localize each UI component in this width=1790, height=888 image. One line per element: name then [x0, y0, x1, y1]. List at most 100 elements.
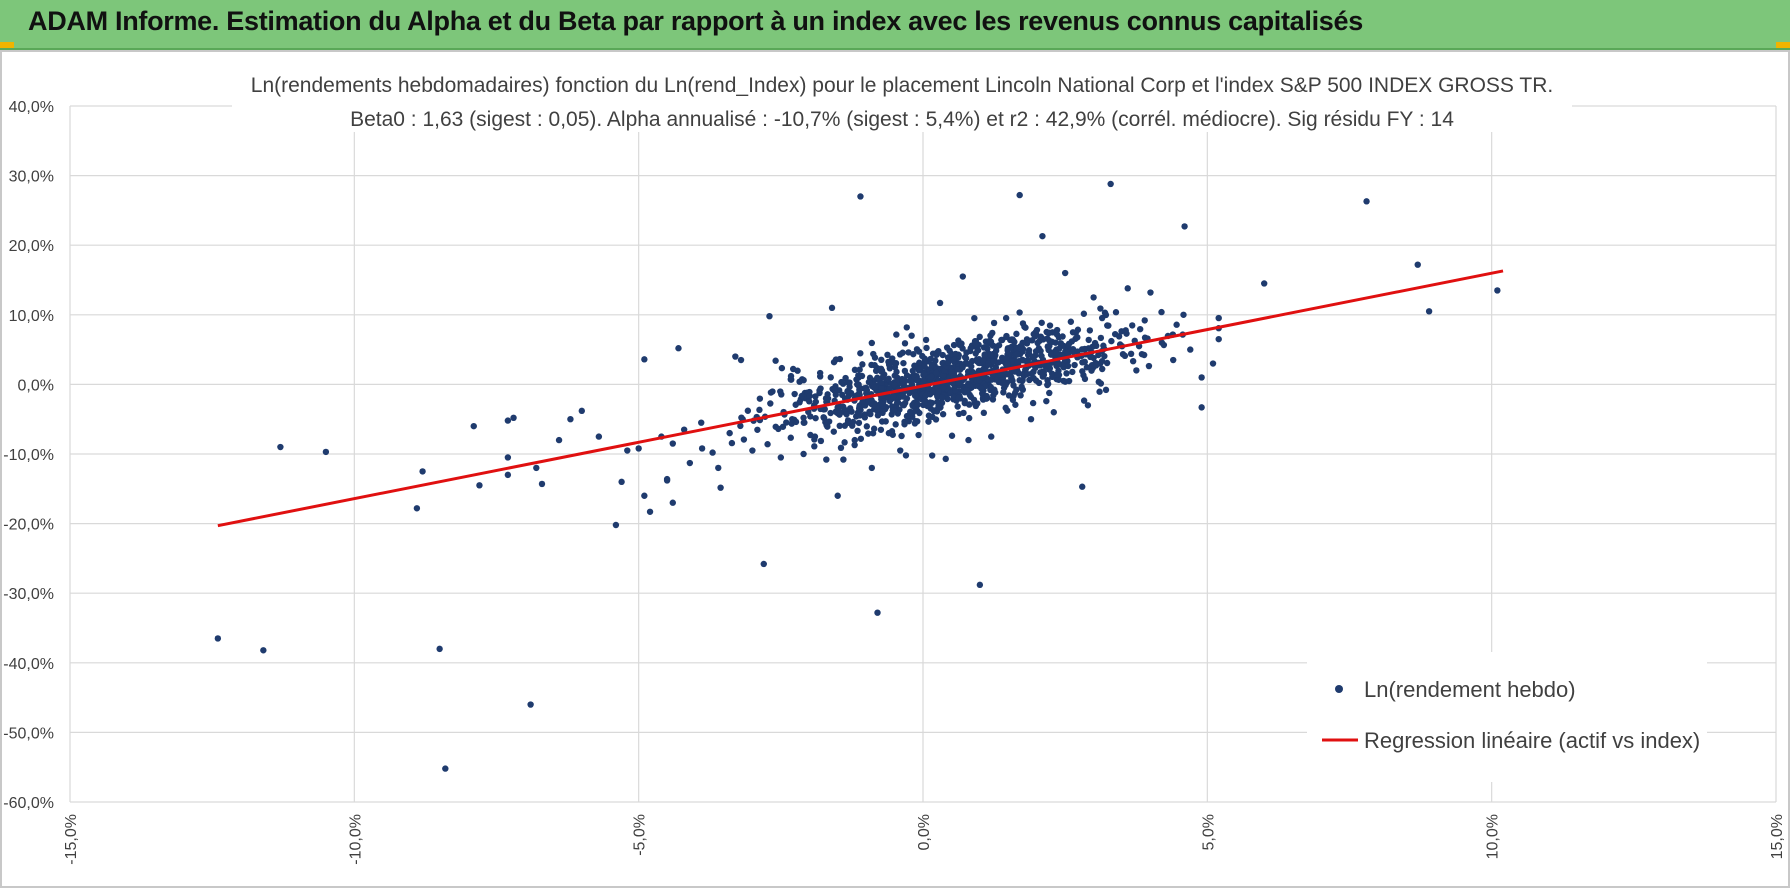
data-point: [1023, 370, 1031, 378]
data-point: [830, 428, 837, 435]
data-point: [754, 426, 761, 433]
data-point: [874, 609, 881, 616]
data-point: [1103, 359, 1111, 367]
data-point: [857, 193, 864, 200]
data-point: [984, 375, 991, 383]
data-point: [1024, 357, 1032, 364]
data-point: [764, 441, 771, 448]
data-point: [1012, 401, 1019, 408]
data-point: [965, 436, 972, 444]
data-point: [1215, 335, 1222, 343]
data-point: [868, 464, 876, 472]
data-point: [857, 350, 864, 357]
data-point: [812, 414, 819, 422]
data-point: [800, 414, 807, 421]
axis-ticks: 40,0% 30,0% 20,0% 10,0% 0,0% -10,0% -20,0% -30,…: [3, 99, 1786, 865]
data-point: [938, 394, 946, 401]
data-point: [856, 366, 863, 373]
data-point: [1046, 342, 1053, 350]
data-point: [1079, 368, 1086, 375]
data-point: [1136, 325, 1144, 333]
data-point: [870, 384, 878, 391]
data-point: [738, 414, 745, 421]
data-point: [990, 358, 997, 365]
data-point: [538, 480, 546, 488]
data-point: [812, 393, 819, 400]
y-tick-label: -50,0%: [3, 725, 54, 742]
data-point: [900, 393, 907, 400]
data-point: [863, 387, 871, 394]
data-point: [886, 385, 893, 392]
data-point: [932, 369, 940, 377]
data-point: [844, 379, 852, 386]
data-point: [1100, 342, 1107, 349]
data-point: [680, 426, 688, 433]
data-point: [985, 360, 992, 367]
data-point: [911, 392, 919, 399]
data-point: [1363, 198, 1370, 205]
data-point: [1079, 359, 1086, 366]
chart-title: Ln(rendements hebdomadaires) fonction du…: [251, 74, 1553, 97]
x-tick-label: 5,0%: [1200, 814, 1217, 850]
data-point: [1017, 392, 1024, 399]
data-point: [1115, 333, 1123, 340]
data-point: [1057, 340, 1065, 347]
data-point: [1002, 404, 1009, 412]
data-point: [922, 336, 930, 344]
data-point: [1122, 327, 1129, 334]
data-point: [1198, 404, 1205, 411]
data-point: [885, 429, 893, 437]
data-point: [893, 331, 900, 338]
corner-marker-right: [1776, 42, 1790, 48]
data-point: [952, 350, 959, 358]
data-point: [901, 421, 908, 428]
data-point: [890, 407, 898, 414]
data-point: [1053, 326, 1061, 334]
data-point: [933, 408, 941, 415]
data-point: [322, 448, 330, 456]
data-point: [767, 400, 774, 407]
scatter-chart: 40,0% 30,0% 20,0% 10,0% 0,0% -10,0% -20,0% -30,…: [3, 66, 1786, 865]
data-point: [935, 388, 942, 395]
data-point: [789, 416, 796, 423]
data-point: [851, 436, 858, 444]
data-point: [1063, 370, 1070, 377]
data-point: [1067, 318, 1075, 325]
data-point: [857, 435, 865, 442]
data-point: [877, 400, 885, 407]
data-point: [1107, 180, 1114, 188]
data-point: [865, 398, 873, 405]
data-point: [851, 366, 859, 374]
data-point: [669, 440, 676, 447]
data-point: [932, 416, 940, 423]
data-point: [816, 387, 823, 394]
data-point: [1019, 376, 1026, 384]
data-point: [1494, 287, 1501, 294]
y-tick-label: 0,0%: [18, 377, 54, 394]
data-point: [841, 439, 848, 446]
data-point: [1016, 309, 1023, 316]
data-point: [878, 368, 885, 375]
data-point: [1084, 402, 1092, 409]
data-point: [913, 376, 921, 384]
data-point: [1030, 374, 1037, 382]
data-point: [1096, 388, 1103, 395]
y-tick-label: 30,0%: [9, 169, 54, 186]
data-point: [1033, 326, 1041, 334]
data-point: [595, 433, 603, 440]
data-point: [928, 452, 936, 459]
data-point: [1031, 333, 1039, 340]
data-point: [1086, 327, 1094, 334]
data-point: [1083, 364, 1091, 371]
data-point: [986, 337, 993, 345]
data-point: [1133, 367, 1140, 374]
data-point: [1105, 322, 1112, 329]
legend: Ln(rendement hebdo) Regression linéaire …: [1307, 652, 1707, 782]
data-point: [911, 362, 918, 370]
data-point: [900, 359, 907, 367]
data-point: [981, 351, 988, 358]
data-point: [950, 393, 957, 401]
data-point: [912, 417, 919, 425]
data-point: [897, 447, 904, 454]
data-point: [698, 419, 705, 426]
